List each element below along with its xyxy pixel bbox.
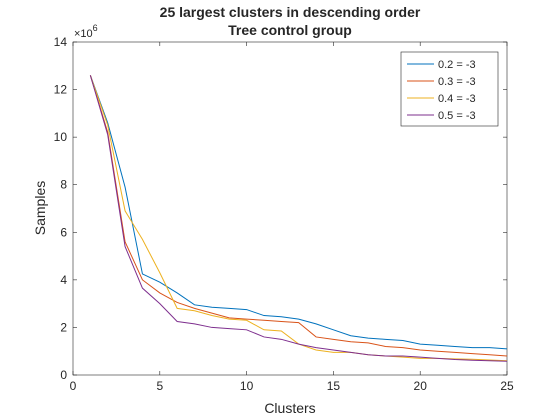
- x-tick-label: 0: [70, 379, 77, 393]
- y-tick-label: 6: [60, 225, 67, 239]
- y-axis-label: Samples: [32, 181, 48, 235]
- chart-title: 25 largest clusters in descending order: [160, 4, 421, 20]
- y-tick-label: 8: [60, 178, 67, 192]
- y-tick-label: 14: [54, 35, 68, 49]
- y-axis-exponent-base: ×10: [74, 28, 93, 40]
- legend: 0.2 = -3 0.3 = -3 0.4 = -3 0.5 = -3: [401, 52, 498, 126]
- legend-entry-2: 0.3 = -3: [438, 76, 476, 88]
- x-tick-label: 15: [327, 379, 341, 393]
- x-tick-label: 5: [156, 379, 163, 393]
- legend-entry-4: 0.5 = -3: [438, 110, 476, 122]
- x-tick-label: 20: [414, 379, 428, 393]
- legend-entry-1: 0.2 = -3: [438, 59, 476, 71]
- y-tick-label: 4: [60, 273, 67, 287]
- y-tick-label: 12: [54, 83, 68, 97]
- x-tick-label: 10: [240, 379, 254, 393]
- chart-subtitle: Tree control group: [228, 22, 352, 38]
- legend-entry-3: 0.4 = -3: [438, 93, 476, 105]
- x-tick-label: 25: [500, 379, 514, 393]
- y-tick-label: 10: [54, 130, 68, 144]
- y-tick-label: 2: [60, 320, 67, 334]
- x-axis-label: Clusters: [264, 400, 315, 416]
- y-axis-exponent-power: 6: [93, 23, 98, 33]
- y-tick-label: 0: [60, 368, 67, 382]
